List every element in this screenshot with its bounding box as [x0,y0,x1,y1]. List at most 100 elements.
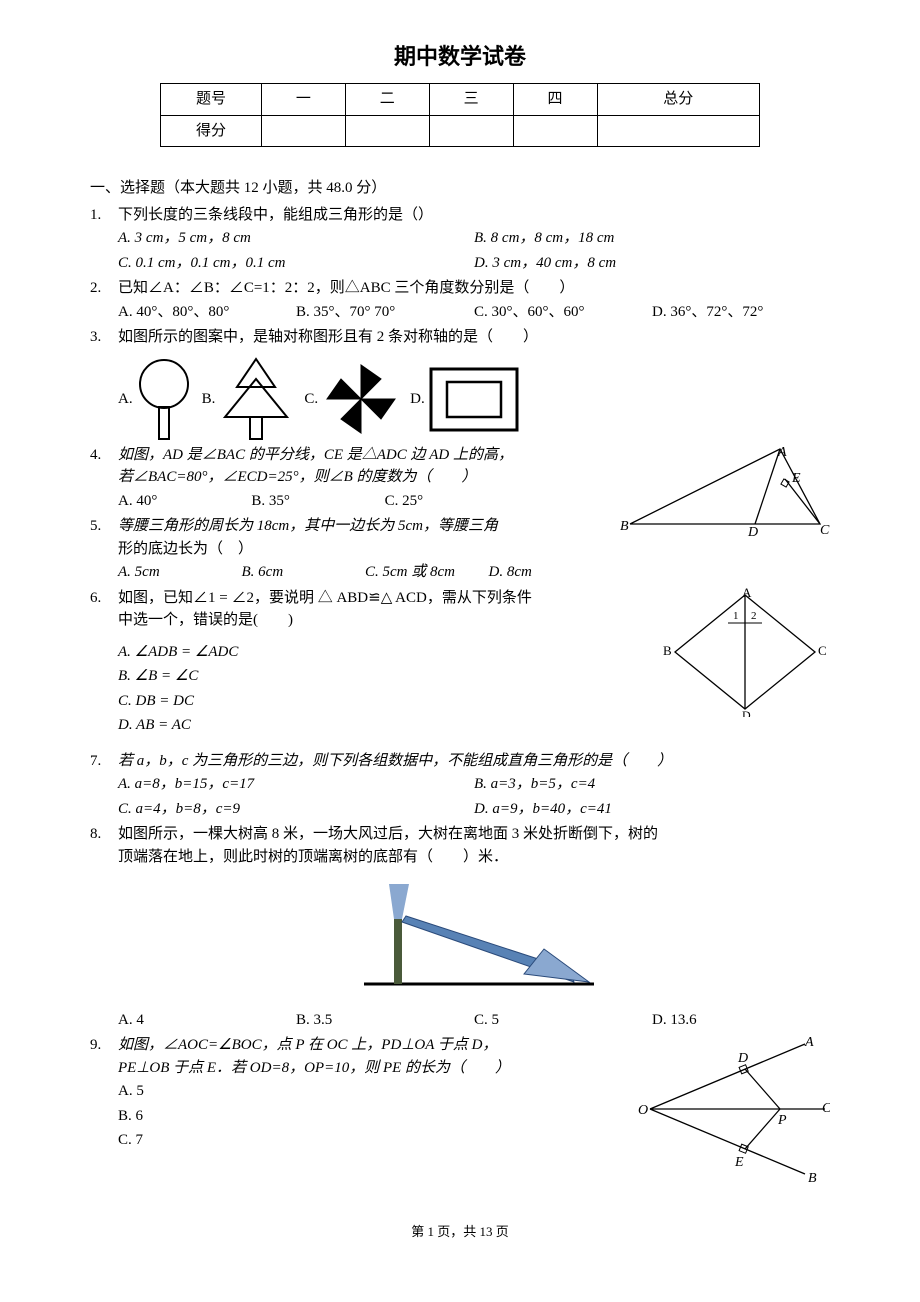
svg-text:A: A [804,1035,814,1050]
question-stem: 如图，已知∠1 = ∠2，要说明 △ ABD≌△ ACD，需从下列条件 中选一个… [118,587,652,632]
question-stem: 等腰三角形的周长为 18cm，其中一边长为 5cm，等腰三角 形的底边长为（ ） [118,515,612,560]
svg-text:D: D [747,525,758,539]
option-a: A. 5cm [118,560,242,585]
question-stem: 已知∠A：∠B：∠C=1：2：2，则△ABC 三个角度数分别是（ ） [118,277,830,300]
option-b: B. 6 [118,1104,622,1129]
question-7: 7. 若 a，b，c 为三角形的三边，则下列各组数据中，不能组成直角三角形的是（… [90,750,830,822]
svg-text:1: 1 [733,610,739,622]
question-number: 8. [90,823,118,846]
option-b-label: B. [202,388,216,411]
question-number: 6. [90,587,118,610]
option-c: C. 7 [118,1128,622,1153]
cell: 总分 [597,84,760,116]
option-d: D. 13.6 [652,1008,830,1033]
option-b: B. 3.5 [296,1008,474,1033]
question-stem: 下列长度的三条线段中，能组成三角形的是（） [118,204,830,227]
question-number: 5. [90,515,118,538]
option-a-label: A. [118,388,133,411]
option-a: A. 40° [118,489,251,514]
option-c: C. 25° [385,489,518,514]
option-a: A. 4 [118,1008,296,1033]
cell [345,115,429,147]
question-9: 9. 如图，∠AOC=∠BOC，点 P 在 OC 上，PD⊥OA 于点 D， P… [90,1034,622,1153]
question-stem: 如图所示的图案中，是轴对称图形且有 2 条对称轴的是（ ） [118,326,830,349]
svg-text:E: E [734,1155,744,1170]
svg-text:P: P [777,1113,787,1128]
question-stem: 若 a，b，c 为三角形的三边，则下列各组数据中，不能组成直角三角形的是（ ） [118,750,830,773]
option-b: B. 6cm [242,560,366,585]
svg-text:B: B [620,519,629,534]
option-a: A. 3 cm，5 cm，8 cm [118,226,474,251]
svg-text:E: E [791,471,801,486]
svg-text:2: 2 [751,610,757,622]
table-row: 题号 一 二 三 四 总分 [161,84,760,116]
svg-text:A: A [777,445,787,460]
svg-text:D: D [742,708,751,717]
option-c: C. DB = DC [118,689,652,714]
question-number: 2. [90,277,118,300]
svg-text:A: A [742,587,752,600]
option-d: D. a=9，b=40，c=41 [474,797,830,822]
option-d-label: D. [410,388,425,411]
page-footer: 第 1 页，共 13 页 [90,1222,830,1242]
svg-text:C: C [822,1101,830,1116]
svg-text:B: B [663,643,672,658]
question-number: 9. [90,1034,118,1057]
cell: 题号 [161,84,262,116]
cell: 一 [262,84,346,116]
option-c: C. 5 [474,1008,652,1033]
question-5: 5. 等腰三角形的周长为 18cm，其中一边长为 5cm，等腰三角 形的底边长为… [90,515,612,585]
svg-text:C: C [818,643,827,658]
option-a: A. ∠ADB = ∠ADC [118,640,652,665]
cell [262,115,346,147]
question-3: 3. 如图所示的图案中，是轴对称图形且有 2 条对称轴的是（ ） A. B. [90,326,830,442]
question-1: 1. 下列长度的三条线段中，能组成三角形的是（） A. 3 cm，5 cm，8 … [90,204,830,276]
cell: 四 [513,84,597,116]
option-d: D. 36°、72°、72° [652,300,830,325]
svg-text:C: C [820,523,830,538]
svg-text:O: O [638,1103,648,1118]
question-6: 6. 如图，已知∠1 = ∠2，要说明 △ ABD≌△ ACD，需从下列条件 中… [90,587,652,738]
pinwheel-icon [322,360,400,438]
question-number: 4. [90,444,118,467]
option-d: D. AB = AC [118,713,652,738]
cell: 二 [345,84,429,116]
option-b: B. 35° [251,489,384,514]
option-b: B. a=3，b=5，c=4 [474,772,830,797]
paddle-icon [137,357,192,442]
option-b: B. 8 cm，8 cm，18 cm [474,226,830,251]
tree-icon [219,357,294,442]
svg-text:D: D [737,1051,748,1066]
cell [597,115,760,147]
option-d: D. 3 cm，40 cm，8 cm [474,251,830,276]
question-number: 3. [90,326,118,349]
cell: 三 [429,84,513,116]
question-4: 4. 如图，AD 是∠BAC 的平分线，CE 是△ADC 边 AD 上的高， 若… [90,444,612,514]
question-2: 2. 已知∠A：∠B：∠C=1：2：2，则△ABC 三个角度数分别是（ ） A.… [90,277,830,324]
option-c: C. a=4，b=8，c=9 [118,797,474,822]
score-table: 题号 一 二 三 四 总分 得分 [160,83,760,147]
q9-figure: A B C D E O P [630,1034,830,1192]
option-a: A. 5 [118,1079,622,1104]
question-number: 1. [90,204,118,227]
option-c: C. 0.1 cm，0.1 cm，0.1 cm [118,251,474,276]
section-header: 一、选择题（本大题共 12 小题，共 48.0 分） [90,177,830,200]
option-d: D. 8cm [489,560,613,585]
table-row: 得分 [161,115,760,147]
question-stem: 如图，AD 是∠BAC 的平分线，CE 是△ADC 边 AD 上的高， 若∠BA… [118,444,612,489]
cell [513,115,597,147]
cell: 得分 [161,115,262,147]
q4-figure: A B C D E [620,444,830,547]
option-c: C. 5cm 或 8cm [365,560,489,585]
question-stem: 如图，∠AOC=∠BOC，点 P 在 OC 上，PD⊥OA 于点 D， PE⊥O… [118,1034,622,1079]
page-title: 期中数学试卷 [90,40,830,73]
option-b: B. ∠B = ∠C [118,664,652,689]
cell [429,115,513,147]
option-c-label: C. [304,388,318,411]
question-number: 7. [90,750,118,773]
q8-figure [118,874,830,1002]
option-b: B. 35°、70° 70° [296,300,474,325]
question-stem: 如图所示，一棵大树高 8 米，一场大风过后，大树在离地面 3 米处折断倒下，树的… [118,823,830,868]
question-8: 8. 如图所示，一棵大树高 8 米，一场大风过后，大树在离地面 3 米处折断倒下… [90,823,830,1032]
option-a: A. a=8，b=15，c=17 [118,772,474,797]
